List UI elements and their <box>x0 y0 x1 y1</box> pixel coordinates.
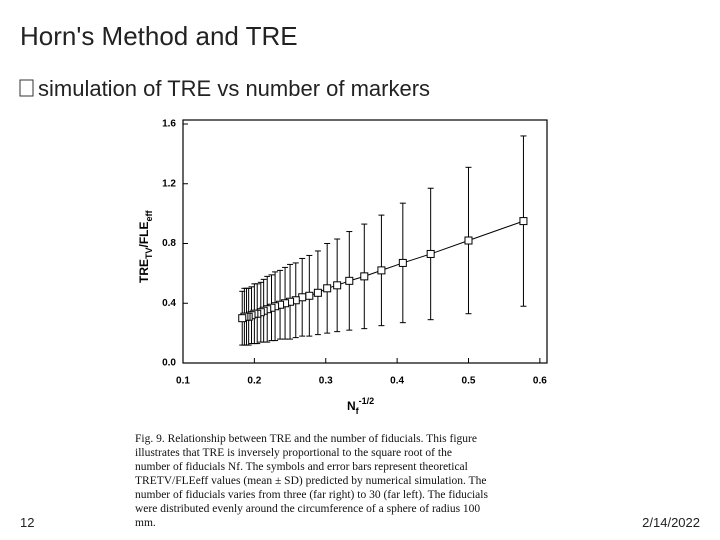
mean-marker <box>360 272 369 281</box>
x-tick-label: 0.3 <box>319 376 333 387</box>
caption-line: number of fiducials Nf. The symbols and … <box>135 461 468 473</box>
x-label-part: -1/2 <box>359 396 375 406</box>
slide-title: Horn's Method and TRE <box>20 21 298 51</box>
y-tick-label: 0.4 <box>162 298 176 309</box>
y-tick-label: 1.2 <box>162 178 176 189</box>
x-label-part: f <box>356 406 360 416</box>
bullet-glyph <box>19 79 34 97</box>
y-label-part: eff <box>144 209 154 221</box>
figure: 0.0 0.4 0.8 1.2 1.6 0.1 0.2 0.3 0.4 0.5 0.6 Nf-1/2 T… <box>137 119 548 416</box>
mean-marker <box>519 217 528 226</box>
date: 2/14/2022 <box>642 515 700 530</box>
mean-marker <box>426 249 435 258</box>
y-label-part: TV <box>144 247 154 259</box>
bullet-text: simulation of TRE vs number of markers <box>38 76 430 101</box>
x-tick-label: 0.1 <box>176 376 190 387</box>
y-label-part: /FLE <box>137 221 151 247</box>
y-axis-label: TRETV/FLEeff <box>137 209 154 283</box>
caption-line: Fig. 9. Relationship between TRE and the… <box>135 433 477 445</box>
mean-marker <box>345 276 354 285</box>
caption-line: TRETV/FLEeff values (mean ± SD) predicte… <box>135 475 486 487</box>
x-tick-label: 0.2 <box>247 376 261 387</box>
x-label-part: N <box>347 399 356 413</box>
page-number: 12 <box>20 515 34 530</box>
mean-marker <box>377 266 386 275</box>
caption-line: mm. <box>135 517 156 529</box>
mean-marker <box>313 288 322 297</box>
y-tick-label: 0.8 <box>162 238 176 249</box>
plot-frame <box>182 119 548 364</box>
caption-line: number of fiducials varies from three (f… <box>135 489 488 501</box>
mean-marker <box>305 291 314 300</box>
mean-marker <box>238 314 247 323</box>
x-tick-label: 0.4 <box>390 376 404 387</box>
caption-line: illustrates that TRE is inversely propor… <box>135 447 452 459</box>
y-label-part: TRE <box>137 259 151 283</box>
y-tick-label: 0.0 <box>162 358 176 369</box>
mean-marker <box>464 236 473 245</box>
mean-marker <box>398 258 407 267</box>
x-axis-label: Nf-1/2 <box>347 396 374 416</box>
x-tick-label: 0.6 <box>533 376 547 387</box>
caption: Fig. 9. Relationship between TRE and the… <box>135 433 488 529</box>
caption-line: were distributed evenly around the circu… <box>135 503 480 515</box>
x-tick-label: 0.5 <box>462 376 476 387</box>
mean-marker <box>323 284 332 293</box>
mean-marker <box>333 281 342 290</box>
y-tick-label: 1.6 <box>162 119 176 130</box>
